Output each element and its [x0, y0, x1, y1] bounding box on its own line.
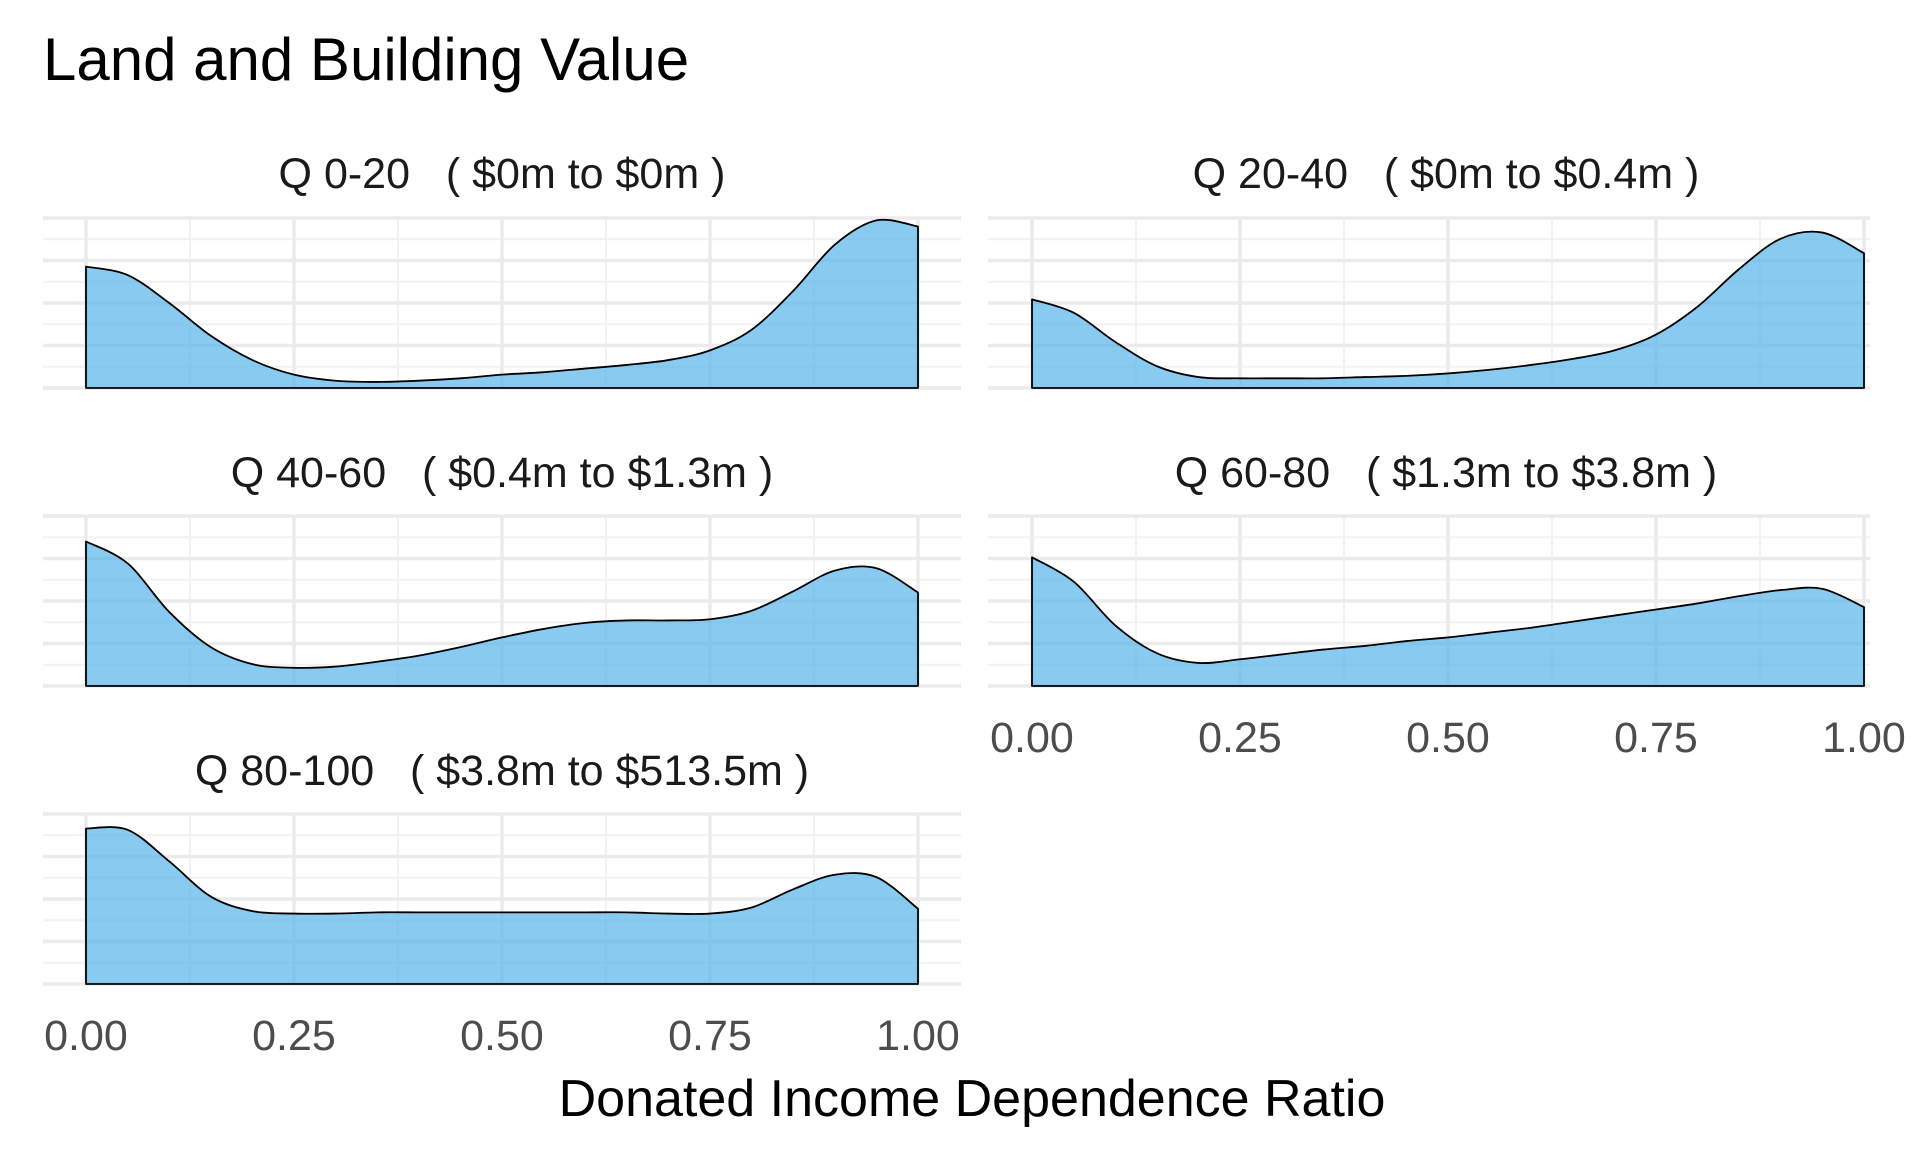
density-area [85, 540, 919, 687]
density-marks [85, 218, 919, 389]
x-axis-title: Donated Income Dependence Ratio [559, 1070, 1386, 1128]
x-tick-label: 0.75 [1614, 714, 1698, 762]
density-marks [1031, 556, 1865, 687]
facet-panel-q20-40: Q 20-40 ( $0m to $0.4m ) [988, 150, 1870, 390]
x-tick-label: 0.75 [668, 1012, 752, 1060]
x-tick-label: 0.00 [990, 714, 1074, 762]
density-marks [85, 540, 919, 687]
facet-title: Q 40-60 ( $0.4m to $1.3m ) [231, 449, 774, 497]
x-tick-label: 0.25 [252, 1012, 336, 1060]
density-area [85, 218, 919, 389]
x-tick-label: 0.00 [44, 1012, 128, 1060]
x-axis-left-column: 0.00 0.25 0.50 0.75 1.00 [44, 1012, 960, 1060]
facet-panel-q40-60: Q 40-60 ( $0.4m to $1.3m ) [43, 449, 961, 688]
x-tick-label: 0.25 [1198, 714, 1282, 762]
density-area [1031, 556, 1865, 687]
x-tick-label: 0.50 [460, 1012, 544, 1060]
density-area [1031, 230, 1865, 389]
x-tick-label: 1.00 [876, 1012, 960, 1060]
facet-title: Q 60-80 ( $1.3m to $3.8m ) [1175, 449, 1718, 497]
density-marks [85, 826, 919, 985]
x-tick-label: 0.50 [1406, 714, 1490, 762]
facet-title: Q 0-20 ( $0m to $0m ) [279, 150, 726, 198]
facet-title: Q 80-100 ( $3.8m to $513.5m ) [195, 747, 809, 795]
x-axis-right-column: 0.00 0.25 0.50 0.75 1.00 [990, 714, 1906, 762]
facet-panel-q0-20: Q 0-20 ( $0m to $0m ) [43, 150, 961, 390]
density-area [85, 826, 919, 985]
facet-panel-q60-80: Q 60-80 ( $1.3m to $3.8m ) [988, 449, 1870, 688]
x-tick-label: 1.00 [1822, 714, 1906, 762]
facet-title: Q 20-40 ( $0m to $0.4m ) [1193, 150, 1700, 198]
chart-title: Land and Building Value [43, 26, 689, 93]
facet-panel-q80-100: Q 80-100 ( $3.8m to $513.5m ) [43, 747, 961, 986]
density-marks [1031, 230, 1865, 389]
